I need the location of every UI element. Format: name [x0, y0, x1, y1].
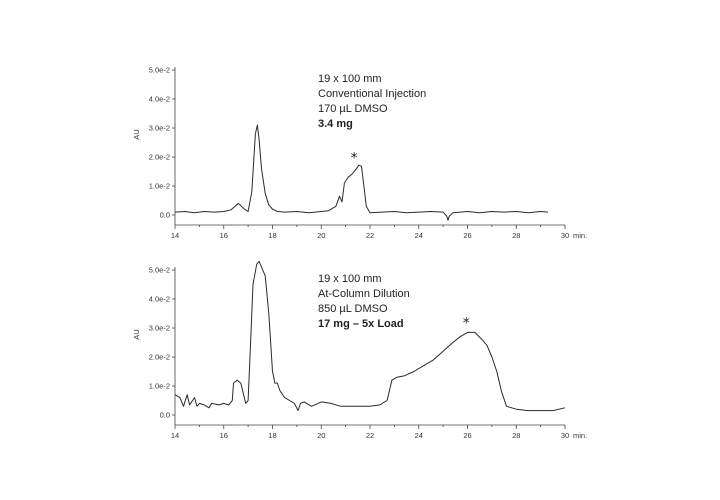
y-tick-label: 5.0e-2 — [149, 66, 170, 75]
annotation-line: Conventional Injection — [318, 88, 426, 100]
annotation-line: 850 µL DMSO — [318, 303, 388, 315]
y-tick-label: 3.0e-2 — [149, 324, 170, 333]
x-tick-label: 28 — [512, 431, 520, 440]
y-tick-label: 1.0e-2 — [149, 382, 170, 391]
sample-load-label: 3.4 mg — [318, 118, 353, 130]
peak-marker: * — [351, 150, 358, 166]
x-tick-label: 28 — [512, 231, 520, 240]
x-tick-label: 20 — [317, 231, 325, 240]
x-tick-label: 14 — [171, 231, 179, 240]
y-axis-label: AU — [132, 129, 141, 139]
x-tick-label: 14 — [171, 431, 179, 440]
y-tick-label: 2.0e-2 — [149, 353, 170, 362]
y-tick-label: 0.0 — [160, 411, 170, 420]
x-tick-label: 16 — [220, 431, 228, 440]
y-tick-label: 2.0e-2 — [149, 153, 170, 162]
annotation-line: 170 µL DMSO — [318, 103, 388, 115]
x-axis-unit: min. — [573, 431, 587, 440]
chromatogram-bottom: 0.0 1.0e-2 2.0e-2 3.0e-2 4.0e-2 5.0e-2 AU 14 16 1… — [132, 260, 587, 440]
x-tick-label: 26 — [463, 231, 471, 240]
x-tick-label: 26 — [463, 431, 471, 440]
x-tick-label: 24 — [415, 231, 423, 240]
x-tick-label: 24 — [415, 431, 423, 440]
y-tick-label: 0.0 — [160, 211, 170, 220]
y-tick-label: 3.0e-2 — [149, 124, 170, 133]
x-tick-label: 30 — [561, 431, 569, 440]
annotation-line: At-Column Dilution — [318, 288, 410, 300]
chromatogram-trace — [174, 124, 548, 221]
x-tick-label: 18 — [268, 231, 276, 240]
x-tick-label: 22 — [366, 231, 374, 240]
y-axis-label: AU — [132, 329, 141, 339]
y-tick-label: 1.0e-2 — [149, 182, 170, 191]
annotation-line: 19 x 100 mm — [318, 273, 382, 285]
x-tick-label: 20 — [317, 431, 325, 440]
annotation-line: 19 x 100 mm — [318, 73, 382, 85]
y-tick-label: 4.0e-2 — [149, 295, 170, 304]
x-tick-label: 30 — [561, 231, 569, 240]
x-tick-label: 22 — [366, 431, 374, 440]
peak-marker: * — [463, 315, 470, 331]
sample-load-label: 17 mg – 5x Load — [318, 318, 404, 330]
x-tick-label: 16 — [220, 231, 228, 240]
y-tick-label: 5.0e-2 — [149, 266, 170, 275]
chromatogram-trace — [174, 260, 566, 412]
y-tick-label: 4.0e-2 — [149, 95, 170, 104]
x-axis-unit: min. — [573, 231, 587, 240]
chromatogram-top: 0.0 1.0e-2 2.0e-2 3.0e-2 4.0e-2 5.0e-2 AU 14 16 1… — [132, 66, 587, 241]
x-tick-label: 18 — [268, 431, 276, 440]
